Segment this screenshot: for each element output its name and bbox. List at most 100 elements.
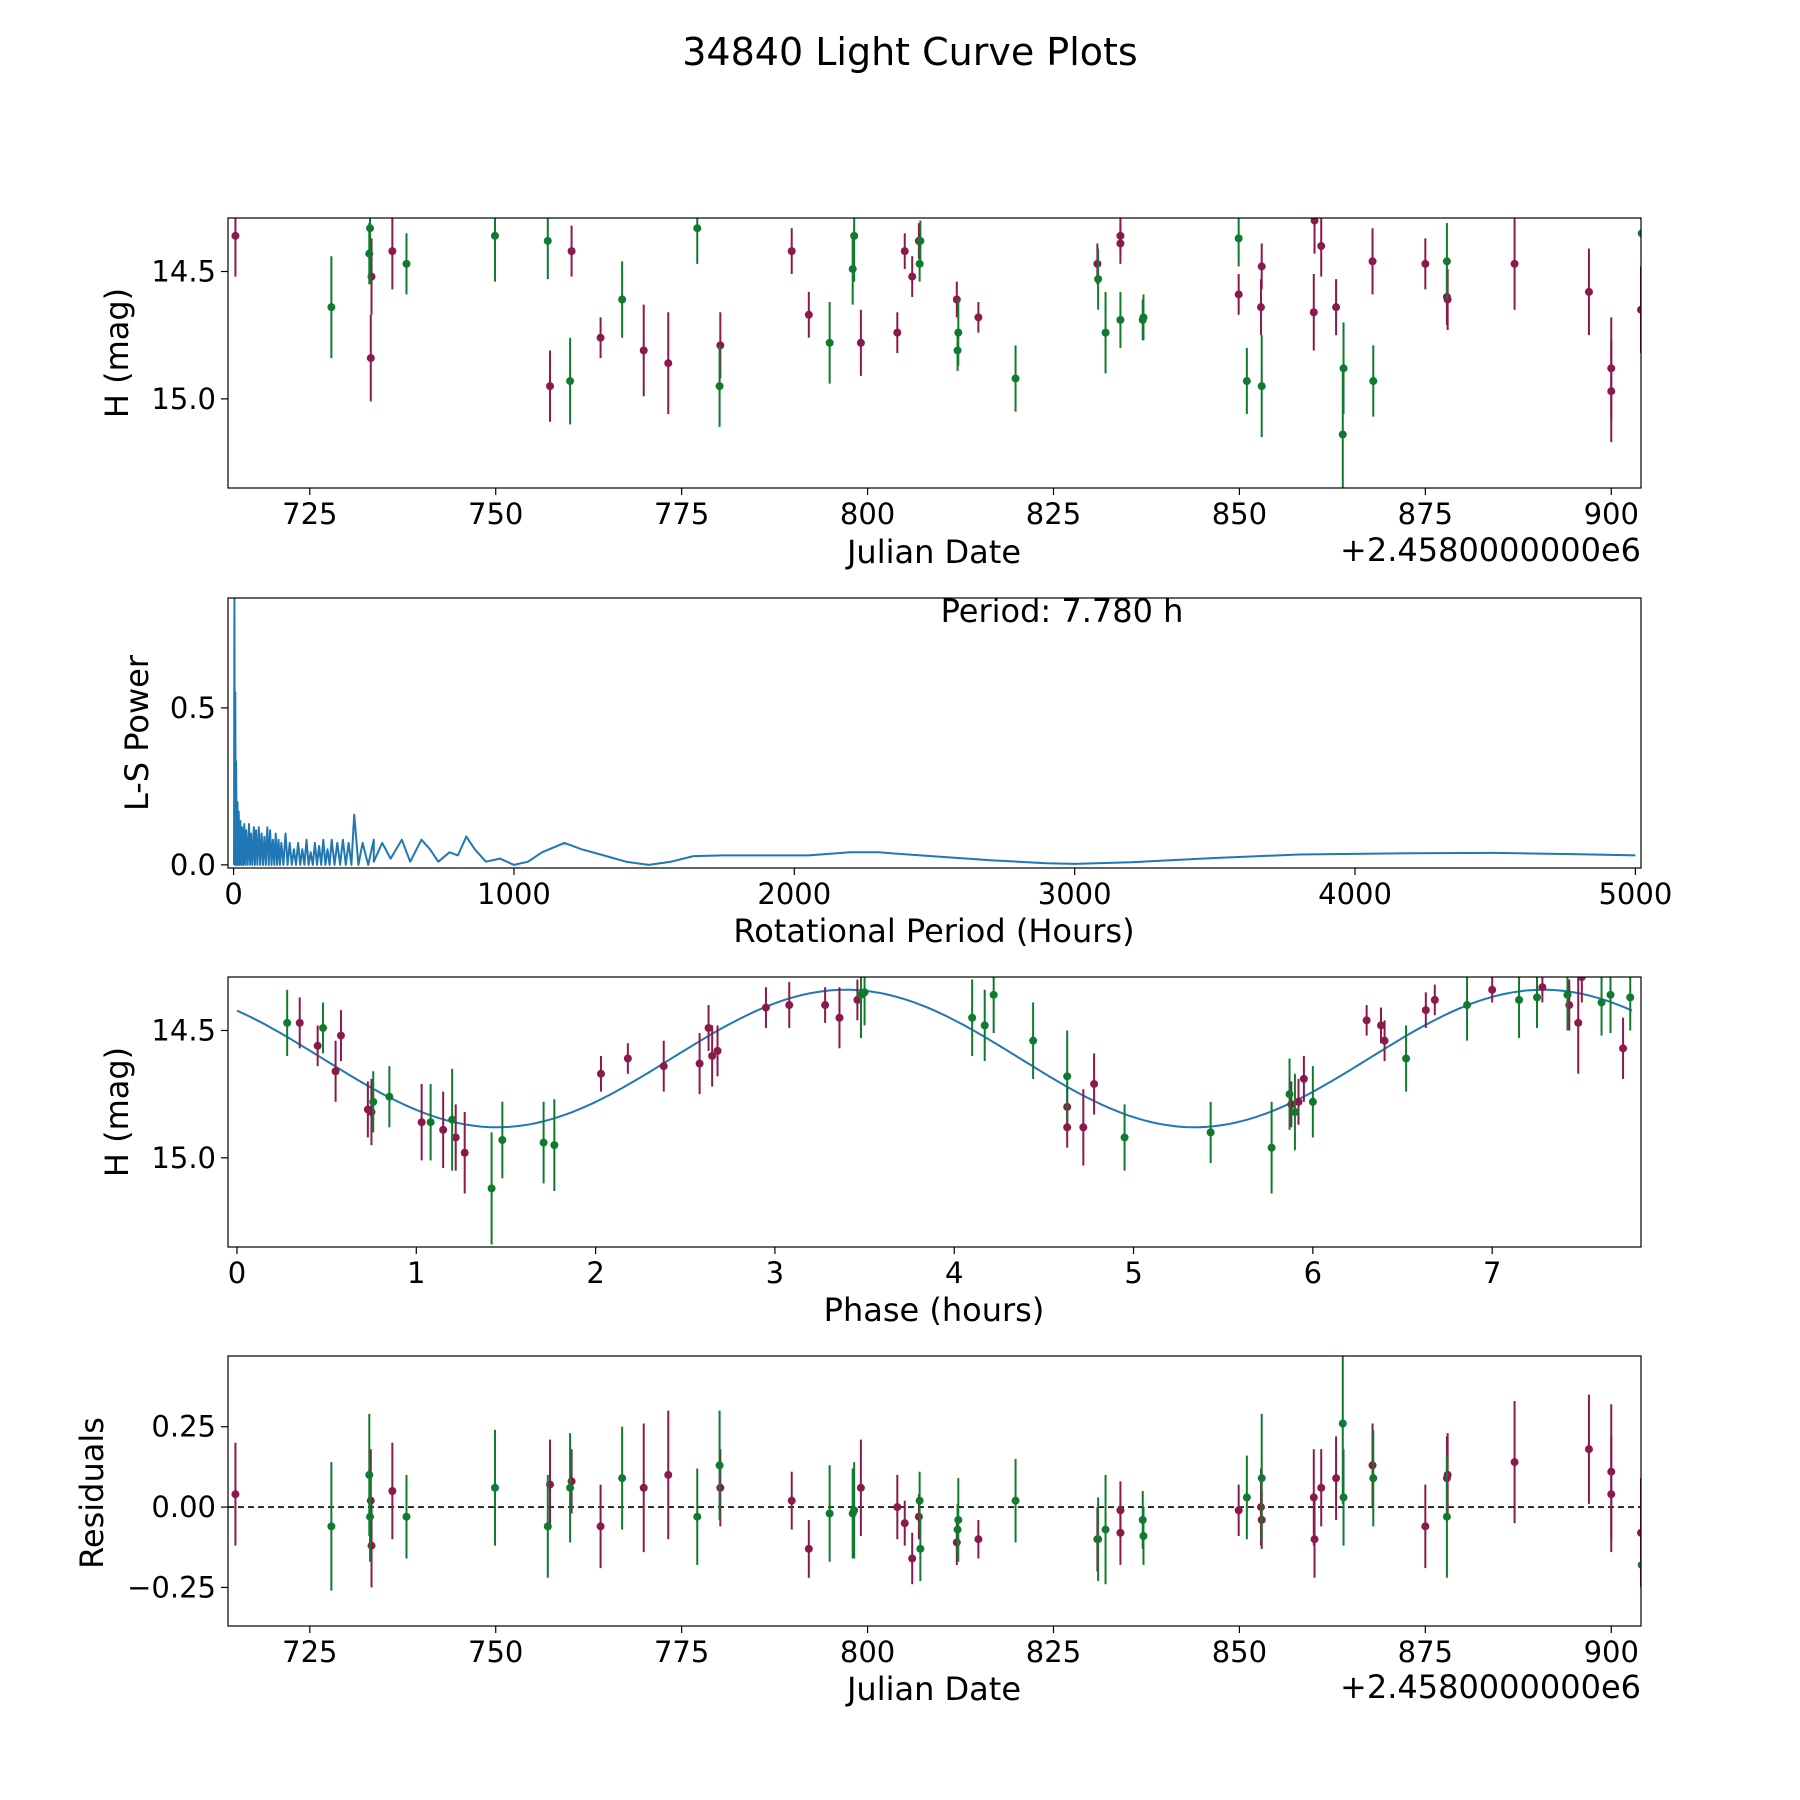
data-point-filter-b: [385, 1092, 394, 1101]
data-point-filter-a: [804, 1544, 813, 1553]
data-point-filter-a: [1421, 259, 1430, 268]
data-point-filter-b: [1011, 374, 1020, 383]
x-tick-label: 800: [840, 497, 895, 531]
x-tick-label: 850: [1212, 497, 1267, 531]
data-point-filter-b: [1011, 1496, 1020, 1505]
data-point-filter-b: [1101, 328, 1110, 337]
data-point-filter-b: [490, 231, 499, 240]
data-point-filter-a: [1317, 1483, 1326, 1492]
fit-model-curve: [236, 988, 1633, 1129]
data-point-filter-b: [1290, 1108, 1299, 1116]
x-tick-label: 7: [1483, 1256, 1501, 1290]
periodogram-power-line: [233, 598, 1636, 866]
data-point-filter-a: [1430, 995, 1439, 1004]
y-tick-label: 0.00: [151, 1490, 216, 1524]
data-point-filter-a: [623, 1054, 632, 1063]
x-tick-label: 875: [1398, 497, 1453, 531]
data-point-filter-a: [1332, 1474, 1341, 1483]
data-point-filter-a: [367, 1108, 376, 1116]
data-point-filter-b: [980, 1021, 989, 1030]
data-point-filter-b: [566, 1483, 575, 1492]
data-point-filter-b: [490, 1483, 499, 1492]
x-tick-label: 1: [407, 1256, 425, 1290]
data-point-filter-b: [327, 1522, 336, 1531]
data-point-filter-a: [639, 346, 648, 355]
x-tick-label: 750: [468, 1635, 523, 1669]
y-tick-label: 15.0: [151, 382, 216, 416]
x-tick-label: 6: [1304, 1256, 1322, 1290]
data-point-filter-a: [1256, 303, 1265, 312]
data-point-filter-b: [850, 1506, 859, 1515]
periodogram-ticks: 0 1000 2000 3000 4000 5000 0.0 0.5: [170, 691, 1672, 911]
data-point-filter-b: [1606, 990, 1615, 999]
data-point-filter-a: [1637, 305, 1641, 314]
x-tick-label: 825: [1026, 497, 1081, 531]
periodogram-annotation: Period: 7.780 h: [941, 592, 1184, 630]
phase-xlabel: Phase (hours): [824, 1291, 1045, 1329]
data-point-filter-b: [1139, 1532, 1148, 1540]
data-point-filter-b: [1234, 234, 1243, 243]
data-point-filter-b: [1637, 1560, 1641, 1569]
data-point-filter-b: [1285, 1090, 1294, 1099]
data-point-filter-a: [1584, 1445, 1593, 1454]
data-point-filter-b: [283, 1018, 292, 1027]
data-point-filter-a: [785, 1001, 794, 1010]
data-point-filter-a: [388, 1487, 397, 1495]
data-point-filter-a: [900, 1519, 909, 1528]
x-tick-label: 850: [1212, 1635, 1267, 1669]
residuals-panel: 725 750 775 800 825 850 875 900 −0.25 0.00 0.25 Ju…: [73, 1355, 1642, 1708]
y-tick-label: 15.0: [151, 1141, 216, 1175]
data-point-filter-a: [664, 1470, 673, 1479]
data-point-filter-b: [539, 1138, 548, 1147]
lightcurve-ylabel: H (mag): [98, 288, 136, 418]
data-point-filter-a: [1488, 985, 1497, 994]
data-point-filter-a: [900, 247, 909, 256]
x-tick-label: 0: [224, 877, 242, 911]
data-point-filter-a: [761, 1003, 770, 1012]
data-point-filter-a: [596, 333, 605, 342]
data-point-filter-a: [1079, 1123, 1088, 1132]
y-tick-label: 0.0: [170, 848, 216, 882]
x-tick-label: 800: [840, 1635, 895, 1669]
x-tick-label: 900: [1584, 1635, 1639, 1669]
periodogram-marks: [233, 598, 1636, 866]
y-tick-label: 14.5: [151, 254, 216, 288]
data-point-filter-a: [664, 359, 673, 368]
residuals-ticks: 725 750 775 800 825 850 875 900 −0.25 0.00 0.25: [127, 1410, 1639, 1669]
data-point-filter-a: [821, 1001, 830, 1010]
data-point-filter-a: [1309, 308, 1318, 317]
y-tick-label: 0.25: [151, 1410, 216, 1444]
data-point-filter-b: [825, 1509, 834, 1518]
x-tick-label: 2000: [757, 877, 831, 911]
data-point-filter-a: [1538, 983, 1547, 992]
data-point-filter-a: [1090, 1079, 1099, 1088]
data-point-filter-b: [618, 1474, 627, 1483]
x-tick-label: 875: [1398, 1635, 1453, 1669]
data-point-filter-a: [856, 338, 865, 347]
data-point-filter-a: [908, 272, 917, 281]
residuals-xlabel: Julian Date: [845, 1670, 1021, 1708]
data-point-filter-b: [1139, 313, 1148, 322]
data-point-filter-b: [916, 1544, 925, 1553]
data-point-filter-a: [231, 1490, 240, 1499]
data-point-filter-b: [1442, 1512, 1451, 1521]
data-point-filter-a: [596, 1069, 605, 1078]
periodogram-axes-frame: [227, 597, 1642, 869]
data-point-filter-a: [1257, 262, 1266, 271]
phase-ticks: 0 1 2 3 4 5 6 7 14.5 15.0: [151, 1013, 1501, 1290]
data-point-filter-a: [366, 354, 375, 363]
data-point-filter-a: [1380, 1036, 1389, 1045]
data-point-filter-b: [618, 295, 627, 304]
data-point-filter-a: [1317, 242, 1326, 251]
data-point-filter-a: [908, 1554, 917, 1563]
data-point-filter-b: [402, 259, 411, 268]
residuals-offset-label: +2.4580000000e6: [1340, 1668, 1641, 1706]
data-point-filter-a: [1310, 1535, 1319, 1544]
data-point-filter-b: [1206, 1128, 1215, 1137]
data-point-filter-b: [1339, 1493, 1348, 1502]
data-point-filter-b: [1029, 1036, 1038, 1045]
data-point-filter-a: [974, 1535, 983, 1544]
data-point-filter-b: [369, 1097, 378, 1106]
data-point-filter-b: [1242, 1493, 1251, 1502]
